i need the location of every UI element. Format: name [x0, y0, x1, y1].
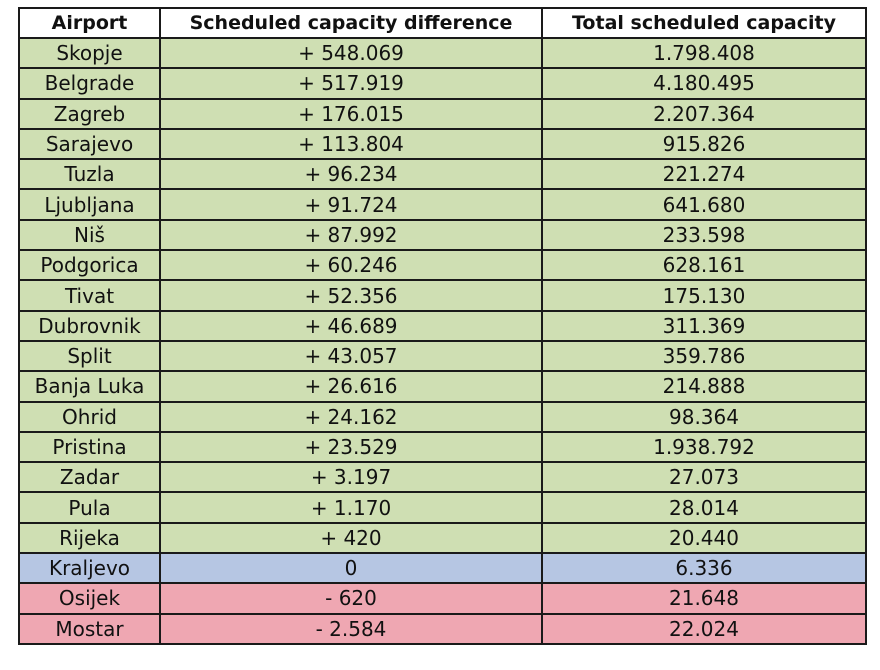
capacity-difference-cell: + 91.724 [159, 188, 543, 221]
table-row: Banja Luka + 26.616 214.888 [18, 370, 867, 403]
capacity-difference-cell: + 43.057 [159, 339, 543, 373]
airport-cell: Rijeka [18, 521, 161, 555]
airport-cell: Skopje [18, 36, 161, 70]
total-capacity-cell: 98.364 [541, 400, 867, 433]
airport-cell: Dubrovnik [18, 309, 161, 342]
table-row: Belgrade + 517.919 4.180.495 [18, 67, 867, 100]
total-capacity-cell: 915.826 [541, 127, 867, 161]
table-row: Skopje + 548.069 1.798.408 [18, 36, 867, 70]
table-header: Airport Scheduled capacity difference To… [18, 7, 867, 39]
capacity-difference-cell: + 52.356 [159, 279, 543, 312]
airport-cell: Podgorica [18, 249, 161, 282]
airport-cell: Pula [18, 491, 161, 524]
total-capacity-cell: 221.274 [541, 158, 867, 191]
airport-cell: Zadar [18, 461, 161, 494]
total-capacity-cell: 1.798.408 [541, 36, 867, 70]
total-capacity-cell: 2.207.364 [541, 97, 867, 130]
capacity-difference-cell: + 96.234 [159, 158, 543, 191]
table-row: Tivat + 52.356 175.130 [18, 279, 867, 312]
total-capacity-cell: 22.024 [541, 612, 867, 645]
table-row: Sarajevo + 113.804 915.826 [18, 127, 867, 161]
airport-cell: Ohrid [18, 400, 161, 433]
airport-cell: Ljubljana [18, 188, 161, 221]
header-capacity-difference: Scheduled capacity difference [159, 7, 543, 39]
total-capacity-cell: 628.161 [541, 249, 867, 282]
airport-capacity-table: Airport Scheduled capacity difference To… [18, 7, 867, 645]
table-row: Zagreb + 176.015 2.207.364 [18, 97, 867, 130]
total-capacity-cell: 641.680 [541, 188, 867, 221]
airport-cell: Tuzla [18, 158, 161, 191]
total-capacity-cell: 175.130 [541, 279, 867, 312]
table-row: Dubrovnik + 46.689 311.369 [18, 309, 867, 342]
capacity-difference-cell: + 46.689 [159, 309, 543, 342]
total-capacity-cell: 311.369 [541, 309, 867, 342]
total-capacity-cell: 21.648 [541, 582, 867, 615]
table-row: Ljubljana + 91.724 641.680 [18, 188, 867, 221]
capacity-table-container: Airport Scheduled capacity difference To… [18, 7, 867, 645]
table-row: Kraljevo 0 6.336 [18, 552, 867, 585]
capacity-difference-cell: + 23.529 [159, 430, 543, 464]
total-capacity-cell: 359.786 [541, 339, 867, 373]
airport-cell: Mostar [18, 612, 161, 645]
header-row: Airport Scheduled capacity difference To… [18, 7, 867, 39]
airport-cell: Osijek [18, 582, 161, 615]
table-row: Niš + 87.992 233.598 [18, 218, 867, 252]
airport-cell: Niš [18, 218, 161, 252]
airport-cell: Pristina [18, 430, 161, 464]
capacity-difference-cell: + 26.616 [159, 370, 543, 403]
capacity-difference-cell: + 24.162 [159, 400, 543, 433]
total-capacity-cell: 214.888 [541, 370, 867, 403]
total-capacity-cell: 27.073 [541, 461, 867, 494]
capacity-difference-cell: - 2.584 [159, 612, 543, 645]
total-capacity-cell: 4.180.495 [541, 67, 867, 100]
header-airport: Airport [18, 7, 161, 39]
airport-cell: Sarajevo [18, 127, 161, 161]
capacity-difference-cell: + 113.804 [159, 127, 543, 161]
total-capacity-cell: 20.440 [541, 521, 867, 555]
airport-cell: Zagreb [18, 97, 161, 130]
airport-cell: Split [18, 339, 161, 373]
table-row: Tuzla + 96.234 221.274 [18, 158, 867, 191]
capacity-difference-cell: + 3.197 [159, 461, 543, 494]
airport-cell: Kraljevo [18, 552, 161, 585]
capacity-difference-cell: 0 [159, 552, 543, 585]
table-row: Rijeka + 420 20.440 [18, 521, 867, 555]
capacity-difference-cell: + 176.015 [159, 97, 543, 130]
airport-cell: Belgrade [18, 67, 161, 100]
table-body: Skopje + 548.069 1.798.408 Belgrade + 517.91… [18, 36, 867, 645]
total-capacity-cell: 233.598 [541, 218, 867, 252]
airport-cell: Banja Luka [18, 370, 161, 403]
table-row: Split + 43.057 359.786 [18, 339, 867, 373]
table-row: Ohrid + 24.162 98.364 [18, 400, 867, 433]
total-capacity-cell: 6.336 [541, 552, 867, 585]
capacity-difference-cell: + 420 [159, 521, 543, 555]
total-capacity-cell: 28.014 [541, 491, 867, 524]
table-row: Pula + 1.170 28.014 [18, 491, 867, 524]
capacity-difference-cell: - 620 [159, 582, 543, 615]
table-row: Podgorica + 60.246 628.161 [18, 249, 867, 282]
capacity-difference-cell: + 60.246 [159, 249, 543, 282]
table-row: Osijek - 620 21.648 [18, 582, 867, 615]
table-row: Zadar + 3.197 27.073 [18, 461, 867, 494]
airport-cell: Tivat [18, 279, 161, 312]
table-row: Pristina + 23.529 1.938.792 [18, 430, 867, 464]
total-capacity-cell: 1.938.792 [541, 430, 867, 464]
capacity-difference-cell: + 517.919 [159, 67, 543, 100]
table-row: Mostar - 2.584 22.024 [18, 612, 867, 645]
capacity-difference-cell: + 548.069 [159, 36, 543, 70]
header-total-capacity: Total scheduled capacity [541, 7, 867, 39]
capacity-difference-cell: + 1.170 [159, 491, 543, 524]
capacity-difference-cell: + 87.992 [159, 218, 543, 252]
